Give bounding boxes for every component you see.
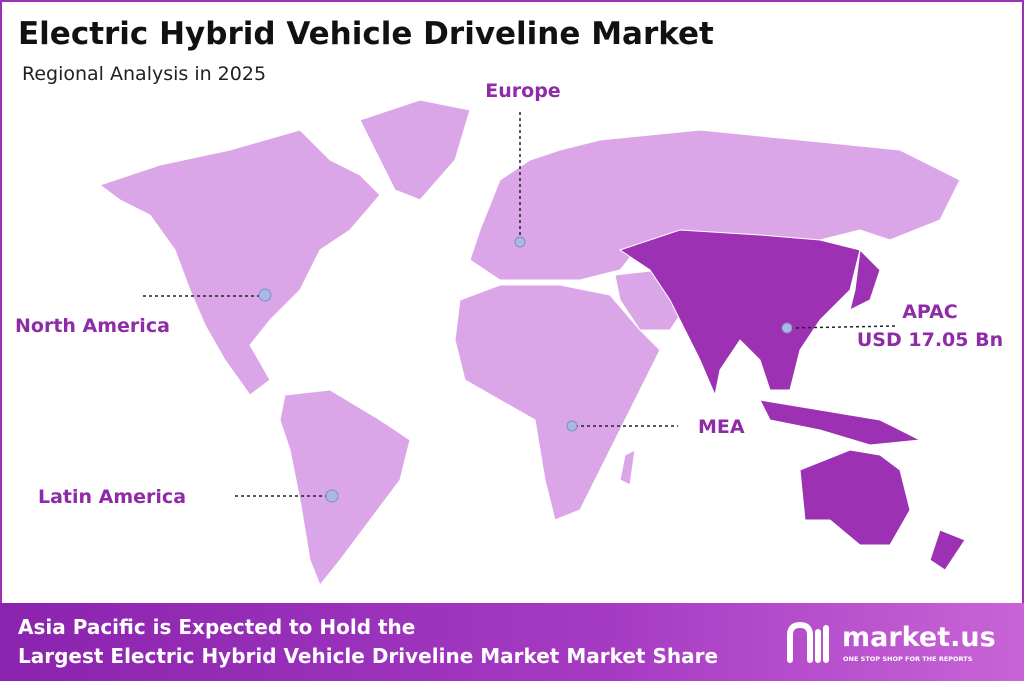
- brand-logo: [787, 621, 829, 663]
- region-value: USD 17.05 Bn: [857, 329, 1003, 351]
- region-label: North America: [15, 315, 170, 337]
- footer-band: [0, 603, 1024, 681]
- subtitle: Regional Analysis in 2025: [22, 63, 266, 85]
- callouts: [143, 112, 896, 503]
- brand-tagline: ONE STOP SHOP FOR THE REPORTS: [843, 655, 973, 663]
- region-label: APAC: [902, 301, 958, 323]
- region-label: MEA: [698, 416, 745, 438]
- region-label: Europe: [485, 80, 560, 102]
- brand-name: market.us: [842, 622, 996, 653]
- region-label: Latin America: [38, 486, 186, 508]
- title: Electric Hybrid Vehicle Driveline Market: [18, 16, 714, 52]
- footer-line: Largest Electric Hybrid Vehicle Drivelin…: [18, 644, 718, 668]
- world-map: [98, 99, 966, 586]
- footer-line: Asia Pacific is Expected to Hold the: [18, 615, 415, 639]
